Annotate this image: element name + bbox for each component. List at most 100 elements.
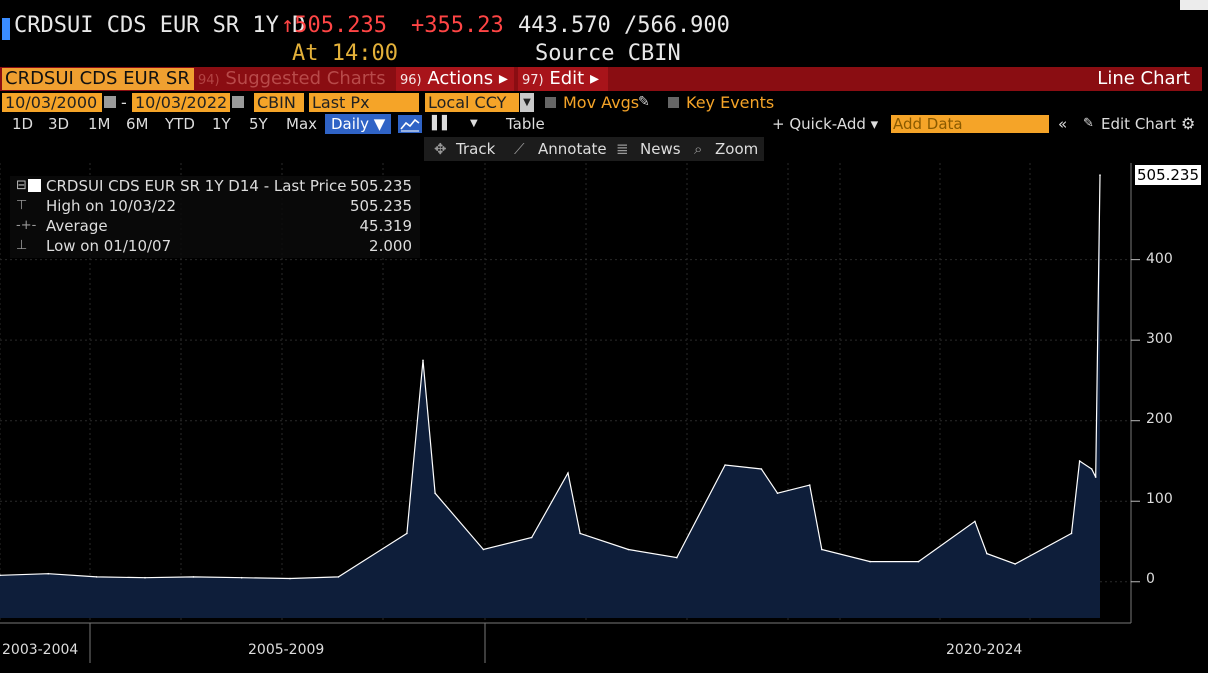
chevron-down-icon[interactable]: ▼ — [470, 118, 478, 129]
calendar-icon[interactable] — [104, 96, 116, 108]
series-color-swatch — [28, 179, 41, 192]
edit-chart-button[interactable]: Edit Chart — [1101, 115, 1177, 133]
zoom-tool[interactable]: Zoom — [715, 140, 759, 158]
high-marker-icon: ⊤ — [16, 198, 28, 213]
period-3d[interactable]: 3D — [48, 115, 70, 133]
ticker-field[interactable]: CRDSUI CDS EUR SR — [2, 68, 194, 90]
window-corner-button[interactable] — [1180, 0, 1208, 10]
series-value: 505.235 — [349, 177, 412, 195]
data-point-2012 — [579, 532, 581, 535]
price-chart[interactable] — [0, 163, 1208, 673]
low-marker-icon: ⊥ — [16, 238, 28, 253]
period-ytd[interactable]: YTD — [165, 115, 195, 133]
data-points — [0, 174, 1101, 580]
zoom-icon: ⌕ — [694, 140, 703, 158]
chart-type-label[interactable]: Line Chart — [1097, 68, 1190, 89]
x-period-label: 2005-2009 — [248, 642, 325, 658]
input-cursor — [2, 18, 10, 40]
actions-number: 96) — [400, 73, 422, 88]
y-tick-label: 0 — [1146, 571, 1155, 587]
data-point-2018 — [869, 560, 871, 563]
suggested-number: 94) — [198, 73, 220, 88]
data-point-2016-10 — [808, 484, 811, 486]
annotate-icon: ⟋ — [514, 140, 525, 158]
time-range-row: 1D 3D 1M 6M YTD 1Y 5Y Max Daily ▼ ▌▌ ▼ T… — [0, 114, 1208, 134]
data-point-2017 — [821, 548, 823, 551]
x-period-label: 2020-2024 — [946, 642, 1023, 658]
bar-chart-icon[interactable]: ▌▌ — [432, 116, 452, 131]
data-point-2022-03 — [1070, 532, 1073, 535]
pencil-icon[interactable]: ✎ — [638, 94, 650, 110]
calendar-icon[interactable] — [232, 96, 244, 108]
track-tool[interactable]: Track — [456, 140, 496, 158]
news-icon: ≣ — [616, 140, 629, 158]
data-point-2022-10-03 — [1099, 174, 1101, 176]
data-point-2002 — [95, 576, 98, 578]
low-value: 2.000 — [369, 237, 412, 255]
table-button[interactable]: Table — [506, 115, 545, 133]
field-selector[interactable]: Last Px — [309, 93, 419, 112]
gear-icon[interactable]: ⚙ — [1181, 114, 1196, 133]
start-date-field[interactable]: 10/03/2000 — [2, 93, 102, 112]
period-5y[interactable]: 5Y — [249, 115, 268, 133]
period-1m[interactable]: 1M — [88, 115, 111, 133]
key-events-label[interactable]: Key Events — [686, 93, 775, 112]
actions-menu[interactable]: 96) Actions ▸ — [396, 67, 514, 91]
data-point-2009 — [434, 492, 436, 495]
chart-tools-bar: ✥ Track ⟋ Annotate ≣ News ⌕ Zoom — [424, 137, 764, 161]
low-label: Low on 01/10/07 — [46, 237, 172, 255]
data-point-2022-05 — [1078, 460, 1081, 462]
add-data-input[interactable]: Add Data — [891, 115, 1049, 133]
news-tool[interactable]: News — [640, 140, 681, 158]
quick-add-button[interactable]: + Quick-Add ▾ — [772, 115, 879, 133]
chart-legend: ⊟ CRDSUI CDS EUR SR 1Y D14 - Last Price … — [10, 176, 420, 258]
data-point-2005 — [240, 576, 243, 579]
source-field[interactable]: CBIN — [254, 93, 304, 112]
pencil-icon[interactable]: ✎ — [1083, 116, 1094, 131]
chevron-down-icon[interactable]: ▼ — [520, 93, 534, 112]
annotate-tool[interactable]: Annotate — [538, 140, 607, 158]
collapse-icon[interactable]: ⊟ — [16, 178, 27, 193]
data-point-2022-08 — [1090, 468, 1093, 470]
data-point-2011 — [530, 536, 533, 539]
currency-selector[interactable]: Local CCY — [425, 93, 519, 112]
key-events-checkbox[interactable] — [668, 97, 679, 108]
average-label: Average — [46, 217, 108, 235]
data-point-2020-03 — [974, 520, 976, 523]
period-max[interactable]: Max — [286, 115, 318, 133]
suggested-charts-menu[interactable]: 94) Suggested Charts — [198, 67, 386, 91]
high-value: 505.235 — [349, 197, 412, 215]
price-line — [0, 175, 1101, 580]
period-1y[interactable]: 1Y — [212, 115, 231, 133]
period-6m[interactable]: 6M — [126, 115, 149, 133]
data-point-2015 — [724, 464, 726, 466]
data-point-2015-10 — [760, 468, 763, 470]
suggested-label: Suggested Charts — [225, 68, 386, 89]
data-point-2006 — [289, 577, 291, 580]
data-point-2000 — [0, 574, 1, 577]
price-source: Source CBIN — [535, 41, 681, 66]
double-chevron-left-icon[interactable]: « — [1058, 115, 1068, 133]
price-area — [0, 175, 1100, 618]
edit-menu[interactable]: 97) Edit ▸ — [518, 67, 608, 91]
mov-avgs-checkbox[interactable] — [545, 97, 556, 108]
high-label: High on 10/03/22 — [46, 197, 177, 215]
menu-bar: CRDSUI CDS EUR SR 94) Suggested Charts 9… — [0, 67, 1202, 91]
y-tick-label: 100 — [1146, 491, 1173, 507]
end-date-field[interactable]: 10/03/2022 — [132, 93, 230, 112]
y-tick-label: 400 — [1146, 251, 1173, 267]
last-price: ↑505.235 — [281, 13, 387, 38]
x-period-label: 2003-2004 — [2, 642, 79, 658]
data-point-2003 — [144, 576, 146, 579]
series-name: CRDSUI CDS EUR SR 1Y D14 - Last Price — [46, 177, 347, 195]
quote-time: At 14:00 — [292, 41, 398, 66]
frequency-selector[interactable]: Daily ▼ — [325, 114, 391, 134]
last-price-label: 505.235 — [1135, 165, 1201, 185]
mov-avgs-label[interactable]: Mov Avgs — [563, 93, 640, 112]
data-point-2001 — [47, 572, 50, 575]
data-point-2008-06 — [406, 532, 408, 535]
period-1d[interactable]: 1D — [12, 115, 34, 133]
line-chart-icon[interactable] — [398, 115, 422, 133]
data-point-2013 — [627, 548, 630, 551]
average-value: 45.319 — [359, 217, 413, 235]
